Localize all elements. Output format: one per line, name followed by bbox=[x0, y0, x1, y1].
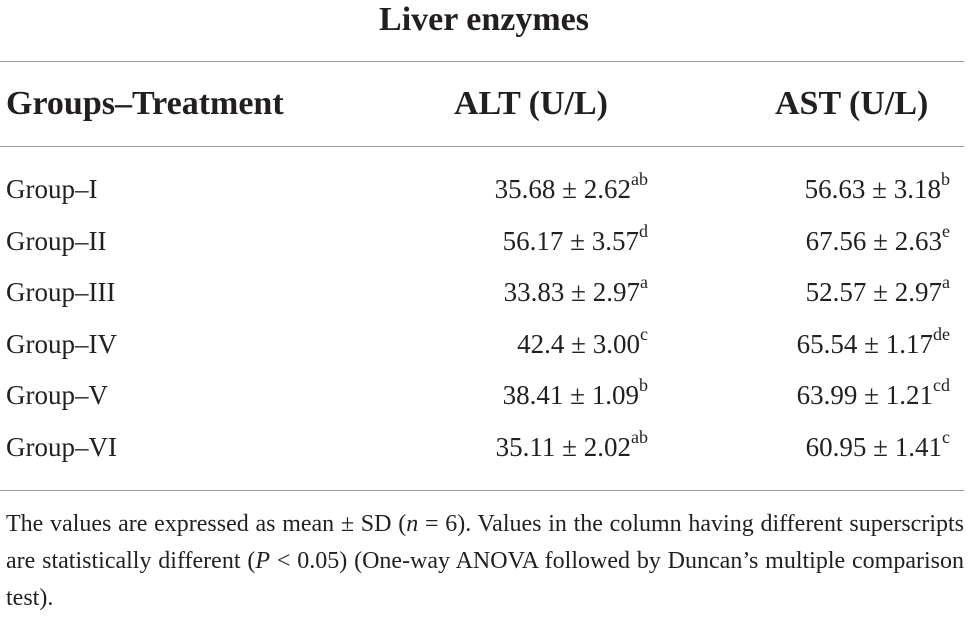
footnote-part3: < 0.05) (One-way ANOVA followed by Dunca… bbox=[6, 548, 964, 611]
group-cell: Group–I bbox=[6, 174, 98, 204]
ast-cell: 65.54 ± 1.17de bbox=[756, 319, 950, 371]
ast-superscript: e bbox=[942, 220, 950, 241]
ast-cell: 63.99 ± 1.21cd bbox=[756, 370, 950, 422]
alt-value: 35.11 ± 2.02 bbox=[495, 431, 631, 462]
ast-superscript: c bbox=[942, 426, 950, 447]
alt-value: 42.4 ± 3.00 bbox=[517, 328, 640, 359]
alt-cell: 56.17 ± 3.57d bbox=[448, 216, 648, 268]
alt-superscript: ab bbox=[631, 169, 648, 189]
ast-cell: 52.57 ± 2.97a bbox=[756, 267, 950, 319]
table-body: Group–I 35.68 ± 2.62ab 56.63 ± 3.18b Gro… bbox=[0, 164, 968, 473]
alt-superscript: ab bbox=[631, 426, 648, 447]
footnote-part1: The values are expressed as mean ± SD ( bbox=[6, 511, 407, 537]
alt-cell: 38.41 ± 1.09b bbox=[448, 370, 648, 422]
alt-cell: 33.83 ± 2.97a bbox=[448, 267, 648, 319]
header-groups-treatment: Groups–Treatment bbox=[6, 85, 284, 122]
group-cell: Group–III bbox=[6, 277, 116, 307]
alt-superscript: c bbox=[640, 323, 648, 344]
alt-value: 38.41 ± 1.09 bbox=[502, 380, 639, 410]
table-title: Liver enzymes bbox=[379, 1, 589, 38]
alt-superscript: a bbox=[640, 272, 648, 292]
ast-cell: 56.63 ± 3.18b bbox=[756, 164, 950, 216]
alt-value: 35.68 ± 2.62 bbox=[494, 174, 631, 204]
ast-superscript: a bbox=[942, 272, 950, 292]
table-row: Group–IV 42.4 ± 3.00c 65.54 ± 1.17de bbox=[0, 319, 968, 371]
ast-superscript: cd bbox=[933, 375, 950, 395]
table-footnote: The values are expressed as mean ± SD (n… bbox=[6, 506, 964, 617]
top-rule bbox=[0, 61, 964, 62]
group-cell: Group–VI bbox=[6, 431, 117, 462]
footnote-part2: = 6). Values in the column having differ… bbox=[6, 511, 965, 574]
header-ast: AST (U/L) bbox=[775, 85, 929, 122]
ast-superscript: de bbox=[933, 323, 950, 344]
alt-cell: 35.11 ± 2.02ab bbox=[448, 422, 648, 474]
ast-value: 56.63 ± 3.18 bbox=[804, 174, 941, 204]
footnote-n-symbol: n bbox=[406, 511, 419, 537]
table-row: Group–VI 35.11 ± 2.02ab 60.95 ± 1.41c bbox=[0, 422, 968, 474]
alt-superscript: d bbox=[639, 220, 648, 241]
table-row: Group–III 33.83 ± 2.97a 52.57 ± 2.97a bbox=[0, 267, 968, 319]
ast-value: 60.95 ± 1.41 bbox=[805, 431, 942, 462]
ast-superscript: b bbox=[941, 169, 950, 189]
ast-value: 65.54 ± 1.17 bbox=[796, 328, 933, 359]
alt-value: 33.83 ± 2.97 bbox=[503, 277, 640, 307]
header-rule bbox=[0, 146, 964, 147]
bottom-rule bbox=[0, 490, 964, 491]
ast-value: 52.57 ± 2.97 bbox=[805, 277, 942, 307]
table-row: Group–II 56.17 ± 3.57d 67.56 ± 2.63e bbox=[0, 216, 968, 268]
header-alt: ALT (U/L) bbox=[454, 85, 608, 122]
group-cell: Group–V bbox=[6, 380, 108, 410]
ast-value: 63.99 ± 1.21 bbox=[796, 380, 933, 410]
alt-cell: 35.68 ± 2.62ab bbox=[448, 164, 648, 216]
group-cell: Group–IV bbox=[6, 328, 117, 359]
table-row: Group–V 38.41 ± 1.09b 63.99 ± 1.21cd bbox=[0, 370, 968, 422]
alt-value: 56.17 ± 3.57 bbox=[502, 225, 639, 256]
ast-value: 67.56 ± 2.63 bbox=[805, 225, 942, 256]
alt-superscript: b bbox=[639, 375, 648, 395]
ast-cell: 67.56 ± 2.63e bbox=[756, 216, 950, 268]
alt-cell: 42.4 ± 3.00c bbox=[448, 319, 648, 371]
footnote-p-symbol: P bbox=[255, 548, 271, 574]
ast-cell: 60.95 ± 1.41c bbox=[756, 422, 950, 474]
group-cell: Group–II bbox=[6, 225, 107, 256]
table-row: Group–I 35.68 ± 2.62ab 56.63 ± 3.18b bbox=[0, 164, 968, 216]
